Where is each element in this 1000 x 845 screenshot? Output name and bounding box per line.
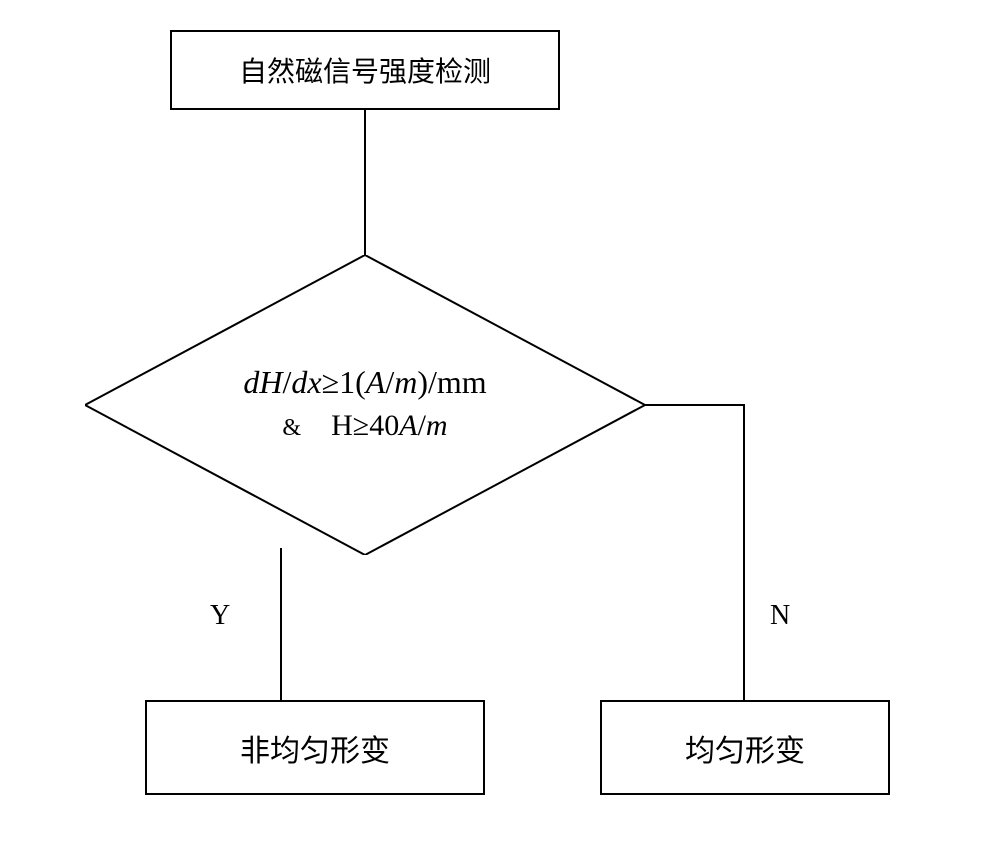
no-label: N [770, 600, 790, 632]
yes-box-label: 非均匀形变 [240, 726, 390, 770]
edge-decision-right-horizontal [645, 404, 745, 406]
formula-mm: )/mm [417, 364, 486, 400]
formula-m1: m [394, 364, 417, 400]
yes-label: Y [210, 600, 230, 632]
formula-amp: & [282, 415, 301, 441]
no-result-box: 均匀形变 [600, 700, 890, 795]
no-label-text: N [770, 600, 790, 631]
formula-m2: m [426, 409, 448, 442]
decision-text: dH/dx≥1(A/m)/mm & H≥40A/m [85, 255, 645, 555]
yes-result-box: 非均匀形变 [145, 700, 485, 795]
formula-ge1: ≥1( [322, 364, 366, 400]
edge-top-to-decision [364, 110, 366, 255]
formula-slash3: / [418, 409, 426, 442]
decision-diamond: dH/dx≥1(A/m)/mm & H≥40A/m [85, 255, 645, 555]
formula-slash2: / [385, 364, 394, 400]
edge-decision-to-yes [280, 548, 282, 700]
decision-formula-line2: & H≥40A/m [282, 403, 447, 448]
formula-A2: A [399, 409, 417, 442]
top-process-box: 自然磁信号强度检测 [170, 30, 560, 110]
formula-H40: H≥40 [331, 409, 399, 442]
formula-A1: A [366, 364, 386, 400]
formula-slash1: / [282, 364, 291, 400]
top-box-label: 自然磁信号强度检测 [239, 50, 491, 90]
formula-dH: dH [243, 364, 282, 400]
edge-decision-right-vertical [743, 404, 745, 700]
no-box-label: 均匀形变 [685, 726, 805, 770]
formula-dx: dx [291, 364, 321, 400]
decision-formula-line1: dH/dx≥1(A/m)/mm [243, 362, 486, 404]
yes-label-text: Y [210, 600, 230, 631]
